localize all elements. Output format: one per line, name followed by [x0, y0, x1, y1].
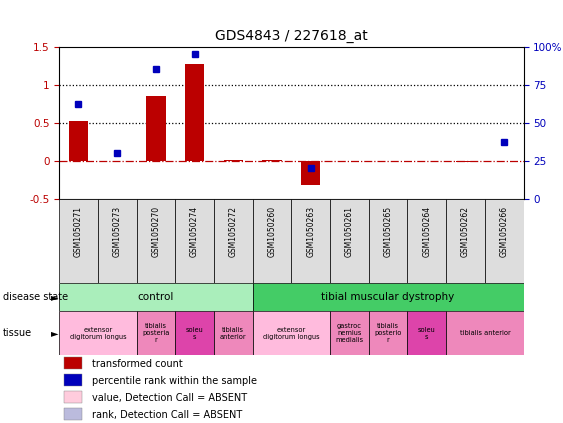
- FancyBboxPatch shape: [136, 199, 175, 283]
- Text: GSM1050270: GSM1050270: [151, 206, 160, 257]
- Text: soleu
s: soleu s: [418, 327, 436, 340]
- Text: GSM1050272: GSM1050272: [229, 206, 238, 257]
- Text: ►: ►: [51, 328, 59, 338]
- FancyBboxPatch shape: [59, 311, 136, 355]
- Text: GSM1050274: GSM1050274: [190, 206, 199, 257]
- Text: gastroc
nemius
medialis: gastroc nemius medialis: [336, 323, 364, 343]
- FancyBboxPatch shape: [214, 199, 253, 283]
- FancyBboxPatch shape: [485, 199, 524, 283]
- Text: ►: ►: [51, 292, 59, 302]
- Bar: [456, 161, 475, 162]
- FancyBboxPatch shape: [369, 199, 408, 283]
- Text: GSM1050260: GSM1050260: [267, 206, 276, 257]
- Bar: [262, 160, 282, 161]
- FancyBboxPatch shape: [330, 311, 369, 355]
- FancyBboxPatch shape: [330, 199, 369, 283]
- FancyBboxPatch shape: [408, 311, 446, 355]
- FancyBboxPatch shape: [408, 199, 446, 283]
- Text: tibial muscular dystrophy: tibial muscular dystrophy: [321, 292, 455, 302]
- Text: GSM1050263: GSM1050263: [306, 206, 315, 257]
- Text: tibialis
anterior: tibialis anterior: [220, 327, 247, 340]
- Text: tibialis
posteria
r: tibialis posteria r: [142, 323, 169, 343]
- FancyBboxPatch shape: [369, 311, 408, 355]
- Text: GSM1050261: GSM1050261: [345, 206, 354, 257]
- FancyBboxPatch shape: [175, 311, 214, 355]
- Bar: [64, 374, 82, 386]
- Text: tibialis anterior: tibialis anterior: [459, 330, 510, 336]
- Text: GSM1050262: GSM1050262: [461, 206, 470, 257]
- FancyBboxPatch shape: [446, 199, 485, 283]
- Text: tissue: tissue: [3, 328, 32, 338]
- Bar: [64, 391, 82, 403]
- Text: disease state: disease state: [3, 292, 68, 302]
- Bar: [224, 160, 243, 161]
- Text: control: control: [138, 292, 174, 302]
- Bar: [146, 96, 166, 161]
- Title: GDS4843 / 227618_at: GDS4843 / 227618_at: [215, 29, 368, 43]
- FancyBboxPatch shape: [136, 311, 175, 355]
- FancyBboxPatch shape: [292, 199, 330, 283]
- Text: GSM1050271: GSM1050271: [74, 206, 83, 257]
- Text: tibialis
posterio
r: tibialis posterio r: [374, 323, 402, 343]
- Text: GSM1050264: GSM1050264: [422, 206, 431, 257]
- FancyBboxPatch shape: [446, 311, 524, 355]
- Text: percentile rank within the sample: percentile rank within the sample: [92, 376, 257, 386]
- FancyBboxPatch shape: [175, 199, 214, 283]
- FancyBboxPatch shape: [253, 311, 330, 355]
- Bar: [69, 121, 88, 161]
- FancyBboxPatch shape: [253, 199, 292, 283]
- Text: extensor
digitorum longus: extensor digitorum longus: [69, 327, 126, 340]
- FancyBboxPatch shape: [59, 283, 253, 311]
- Text: GSM1050265: GSM1050265: [383, 206, 392, 257]
- Bar: [64, 408, 82, 420]
- FancyBboxPatch shape: [59, 199, 98, 283]
- FancyBboxPatch shape: [253, 283, 524, 311]
- Text: GSM1050266: GSM1050266: [500, 206, 509, 257]
- Text: value, Detection Call = ABSENT: value, Detection Call = ABSENT: [92, 393, 247, 403]
- Text: GSM1050273: GSM1050273: [113, 206, 122, 257]
- Bar: [185, 64, 204, 161]
- Text: rank, Detection Call = ABSENT: rank, Detection Call = ABSENT: [92, 409, 242, 420]
- FancyBboxPatch shape: [214, 311, 253, 355]
- FancyBboxPatch shape: [98, 199, 136, 283]
- Text: extensor
digitorum longus: extensor digitorum longus: [263, 327, 320, 340]
- Text: soleu
s: soleu s: [186, 327, 203, 340]
- Bar: [301, 161, 320, 185]
- Text: transformed count: transformed count: [92, 359, 182, 369]
- Bar: [64, 357, 82, 369]
